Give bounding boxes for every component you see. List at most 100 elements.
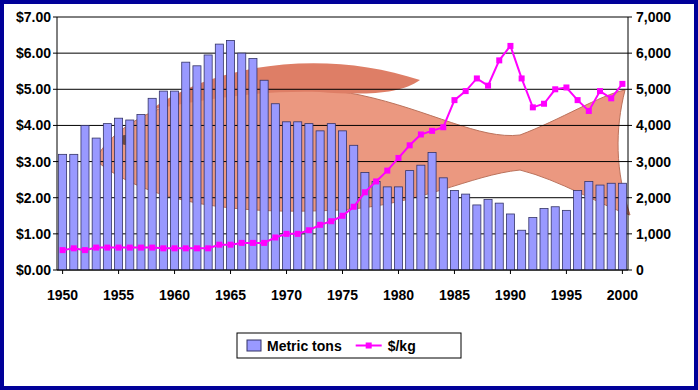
bar <box>171 91 179 270</box>
bar <box>81 125 89 270</box>
y2-tick-label: 3,000 <box>636 154 671 170</box>
bar <box>215 44 223 270</box>
bar <box>607 183 615 270</box>
x-tick-label: 1985 <box>439 287 470 303</box>
marker <box>519 75 525 81</box>
marker <box>328 218 334 224</box>
bar <box>204 55 212 270</box>
marker <box>351 204 357 210</box>
marker <box>160 245 166 251</box>
marker <box>284 231 290 237</box>
marker <box>597 88 603 94</box>
marker <box>93 245 99 251</box>
y2-tick-label: 0 <box>636 262 644 278</box>
marker <box>496 57 502 63</box>
bar <box>529 218 537 270</box>
marker <box>586 108 592 114</box>
marker <box>82 247 88 253</box>
x-tick-label: 1950 <box>47 287 78 303</box>
marker <box>619 81 625 87</box>
marker <box>362 189 368 195</box>
bar <box>361 172 369 270</box>
y-tick <box>53 89 57 90</box>
y-tick <box>53 161 57 162</box>
y-tick-label: $1.00 <box>16 226 51 242</box>
x-tick-label: 1955 <box>103 287 134 303</box>
bar <box>383 187 391 270</box>
line <box>63 46 623 250</box>
grid-line <box>57 53 628 54</box>
marker <box>239 240 245 246</box>
bar <box>574 190 582 270</box>
legend-label: Metric tons <box>267 338 342 354</box>
bar <box>271 104 279 270</box>
y-tick-label: $5.00 <box>16 81 51 97</box>
marker <box>418 131 424 137</box>
x-tick <box>230 270 231 274</box>
y-axis <box>57 17 58 270</box>
marker <box>228 242 234 248</box>
x-tick-label: 1975 <box>327 287 358 303</box>
marker <box>272 234 278 240</box>
bar <box>394 187 402 270</box>
fish-fin <box>150 63 420 110</box>
marker <box>295 231 301 237</box>
y2-tick <box>628 270 632 271</box>
x-tick-label: 1990 <box>495 287 526 303</box>
bar <box>238 53 246 270</box>
bar <box>227 40 235 270</box>
x-tick <box>286 270 287 274</box>
marker <box>608 95 614 101</box>
marker <box>463 88 469 94</box>
y-tick <box>53 125 57 126</box>
marker <box>485 83 491 89</box>
x-tick <box>174 270 175 274</box>
y2-tick <box>628 125 632 126</box>
marker <box>541 101 547 107</box>
marker <box>250 240 256 246</box>
bar <box>70 154 78 270</box>
grid-line <box>57 17 628 18</box>
x-tick <box>118 270 119 274</box>
bar <box>316 131 324 270</box>
marker <box>575 97 581 103</box>
plot-marks <box>59 40 627 270</box>
marker <box>104 245 110 251</box>
bar <box>462 194 470 270</box>
bar <box>148 98 156 270</box>
y2-tick-label: 7,000 <box>636 9 671 25</box>
bar <box>540 209 548 270</box>
x-tick <box>510 270 511 274</box>
y-tick-label: $6.00 <box>16 45 51 61</box>
marker <box>474 75 480 81</box>
marker <box>429 128 435 134</box>
bar <box>182 62 190 270</box>
y2-tick <box>628 197 632 198</box>
bar <box>450 190 458 270</box>
marker <box>395 155 401 161</box>
marker <box>507 43 513 49</box>
marker <box>127 245 133 251</box>
marker <box>183 245 189 251</box>
bar <box>126 120 134 270</box>
bar <box>294 122 302 270</box>
marker <box>530 104 536 110</box>
bar <box>585 181 593 270</box>
marker <box>172 245 178 251</box>
marker <box>317 222 323 228</box>
bar <box>193 66 201 270</box>
x-tick <box>62 270 63 274</box>
bar <box>305 124 313 270</box>
bar <box>350 145 358 270</box>
marker <box>216 242 222 248</box>
frame-border <box>0 0 698 390</box>
bar <box>473 205 481 270</box>
bar <box>327 124 335 270</box>
bar <box>495 203 503 270</box>
marker <box>373 178 379 184</box>
bar <box>428 153 436 270</box>
bar <box>596 185 604 270</box>
x-tick-label: 2000 <box>607 287 638 303</box>
marker <box>451 97 457 103</box>
bar <box>406 171 414 270</box>
